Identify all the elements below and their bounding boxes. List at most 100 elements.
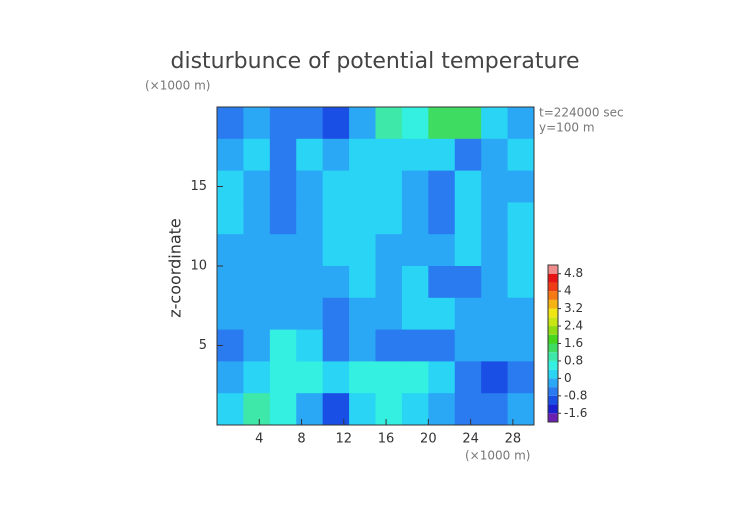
- field-cell: [269, 393, 297, 426]
- colorbar-tick-label: 0: [564, 371, 572, 385]
- field-cell: [322, 329, 350, 362]
- field-cell: [217, 266, 244, 299]
- field-cell: [428, 266, 456, 299]
- colorbar-segment: [548, 308, 558, 318]
- field-cell: [296, 266, 324, 299]
- field-cell: [349, 393, 376, 426]
- field-cell: [349, 297, 376, 331]
- field-cell: [401, 138, 429, 172]
- field-cell: [428, 393, 456, 426]
- colorbar-segment: [548, 343, 558, 353]
- field-cell: [401, 234, 429, 267]
- field-cell: [481, 170, 509, 203]
- field-cell: [322, 234, 350, 267]
- field-cell: [401, 202, 429, 235]
- colorbar-segment: [548, 387, 558, 396]
- field-cell: [349, 361, 376, 394]
- field-cell: [481, 297, 509, 331]
- field-cell: [375, 170, 403, 203]
- field-cell: [507, 138, 535, 172]
- field-cell: [217, 107, 244, 140]
- field-cell: [428, 138, 456, 172]
- field-cell: [428, 107, 456, 140]
- field-cell: [322, 138, 350, 172]
- field-cell: [217, 202, 244, 235]
- field-cell: [243, 107, 271, 140]
- colorbar-tick-label: 4: [564, 284, 572, 298]
- x-tick-label: 16: [378, 432, 395, 447]
- field-cell: [296, 393, 324, 426]
- annotation: t=224000 sec: [539, 106, 624, 120]
- colorbar-segment: [548, 378, 558, 388]
- colorbar-tick-label: -0.8: [564, 388, 587, 402]
- x-tick-label: 4: [255, 432, 263, 447]
- field-cell: [481, 234, 509, 267]
- field-cell: [401, 170, 429, 203]
- field-cell: [375, 266, 403, 299]
- y-tick-label: 10: [190, 259, 207, 274]
- field-cell: [375, 297, 403, 331]
- chart-title: disturbunce of potential temperature: [171, 49, 580, 74]
- field-cell: [243, 266, 271, 299]
- field-cell: [269, 266, 297, 299]
- field-cell: [349, 202, 376, 235]
- field-cell: [454, 329, 482, 362]
- field-cell: [428, 329, 456, 362]
- field-cell: [243, 202, 271, 235]
- colorbar-segment: [548, 317, 558, 327]
- field-cell: [243, 393, 271, 426]
- colorbar-segment: [548, 291, 558, 300]
- field-cell: [454, 107, 482, 140]
- field-cell: [296, 234, 324, 267]
- field-cell: [322, 361, 350, 394]
- x-tick-label: 28: [505, 432, 522, 447]
- field-cell: [507, 361, 535, 394]
- colorbar-tick-label: -1.6: [564, 406, 587, 420]
- field-cell: [507, 107, 535, 140]
- colorbar-segment: [548, 360, 558, 370]
- field-cell: [322, 266, 350, 299]
- field-cell: [375, 202, 403, 235]
- colorbar-segment: [548, 273, 558, 283]
- field-cell: [401, 107, 429, 140]
- field-cell: [401, 329, 429, 362]
- field-cell: [217, 361, 244, 394]
- field-cell: [243, 329, 271, 362]
- y-unit: (×1000 m): [145, 79, 210, 93]
- y-axis-label: z-coordinate: [166, 218, 185, 318]
- field-cell: [217, 297, 244, 331]
- field-cell: [428, 170, 456, 203]
- field-cell: [481, 361, 509, 394]
- y-tick-label: 15: [190, 179, 207, 194]
- field-cell: [375, 393, 403, 426]
- field-cell: [349, 107, 376, 140]
- field-cell: [401, 361, 429, 394]
- field-cell: [401, 393, 429, 426]
- field-cell: [481, 107, 509, 140]
- field-cell: [507, 266, 535, 299]
- annotation: y=100 m: [539, 121, 595, 135]
- colorbar-segment: [548, 334, 558, 344]
- field-cell: [322, 107, 350, 140]
- field-cell: [349, 138, 376, 172]
- field-cell: [375, 107, 403, 140]
- field-cell: [481, 138, 509, 172]
- field-cell: [454, 202, 482, 235]
- field-cell: [243, 297, 271, 331]
- colorbar-tick-label: 2.4: [564, 319, 583, 333]
- colorbar-segment: [548, 395, 558, 405]
- field-cell: [481, 202, 509, 235]
- field-cell: [217, 393, 244, 426]
- colorbar-segment: [548, 299, 558, 309]
- field-cell: [375, 329, 403, 362]
- field-cell: [243, 234, 271, 267]
- field-cell: [269, 202, 297, 235]
- field-cell: [349, 266, 376, 299]
- field-cell: [322, 297, 350, 331]
- field-cell: [454, 266, 482, 299]
- field-cell: [454, 297, 482, 331]
- field-cell: [269, 234, 297, 267]
- field-cell: [375, 138, 403, 172]
- field-cell: [454, 393, 482, 426]
